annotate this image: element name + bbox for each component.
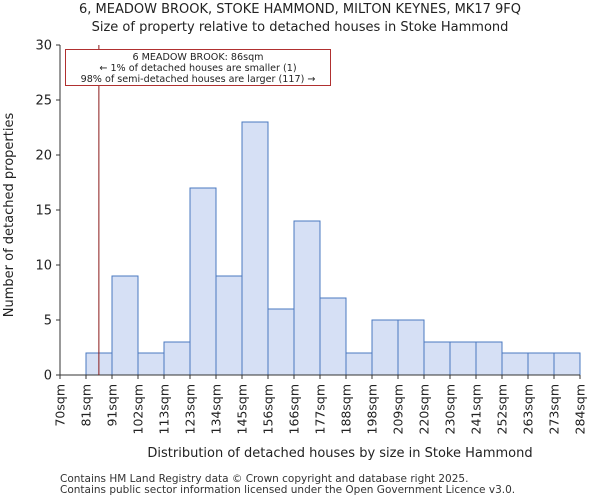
x-tick-label-230sqm: 230sqm [443, 384, 458, 434]
y-tick-label-5: 5 [44, 314, 52, 329]
x-tick-label-91sqm: 91sqm [105, 384, 120, 427]
x-tick-label-273sqm: 273sqm [547, 384, 562, 434]
bar-177sqm [319, 297, 347, 376]
x-tick-label-177sqm: 177sqm [313, 384, 328, 434]
chart-title-line1: 6, MEADOW BROOK, STOKE HAMMOND, MILTON K… [79, 2, 521, 17]
y-axis-label: Number of detached properties [2, 113, 17, 318]
x-tick-label-209sqm: 209sqm [391, 384, 406, 434]
x-tick-label-220sqm: 220sqm [417, 384, 432, 434]
x-tick-label-102sqm: 102sqm [131, 384, 146, 434]
bar-220sqm [423, 341, 451, 376]
bar-209sqm [397, 319, 425, 376]
y-tick-label-25: 25 [35, 94, 52, 109]
annotation-line1: 6 MEADOW BROOK: 86sqm [132, 52, 264, 63]
x-tick-label-166sqm: 166sqm [287, 384, 302, 434]
y-tick-label-15: 15 [35, 204, 52, 219]
bar-102sqm [137, 352, 165, 376]
bar-134sqm [215, 275, 243, 376]
y-tick-label-0: 0 [44, 369, 52, 384]
x-tick-label-70sqm: 70sqm [53, 384, 68, 427]
bar-156sqm [267, 308, 295, 376]
bar-273sqm [553, 352, 581, 376]
y-tick-label-30: 30 [35, 39, 52, 54]
y-tick-label-10: 10 [35, 259, 52, 274]
x-axis-label: Distribution of detached houses by size … [147, 446, 532, 461]
bar-252sqm [501, 352, 529, 376]
x-tick-label-156sqm: 156sqm [261, 384, 276, 434]
bar-230sqm [449, 341, 477, 376]
footer-line2: Contains public sector information licen… [60, 484, 516, 496]
bar-198sqm [371, 319, 399, 376]
annotation-box: 6 MEADOW BROOK: 86sqm ← 1% of detached h… [65, 49, 331, 86]
x-tick-label-188sqm: 188sqm [339, 384, 354, 434]
bar-241sqm [475, 341, 503, 376]
x-tick-label-81sqm: 81sqm [79, 384, 94, 427]
annotation-line3: 98% of semi-detached houses are larger (… [80, 74, 316, 85]
y-tick-label-20: 20 [35, 149, 52, 164]
x-tick-label-113sqm: 113sqm [157, 384, 172, 434]
x-tick-label-241sqm: 241sqm [469, 384, 484, 434]
x-tick-label-263sqm: 263sqm [521, 384, 536, 434]
x-tick-label-252sqm: 252sqm [495, 384, 510, 434]
annotation-line2: ← 1% of detached houses are smaller (1) [99, 63, 297, 74]
x-tick-label-284sqm: 284sqm [573, 384, 588, 434]
bar-145sqm [241, 121, 269, 376]
bar-113sqm [163, 341, 191, 376]
footer-line1: Contains HM Land Registry data © Crown c… [60, 473, 469, 485]
bar-188sqm [345, 352, 373, 376]
x-tick-label-198sqm: 198sqm [365, 384, 380, 434]
bar-263sqm [527, 352, 555, 376]
bar-123sqm [189, 187, 217, 376]
x-tick-label-123sqm: 123sqm [183, 384, 198, 434]
x-tick-label-145sqm: 145sqm [235, 384, 250, 434]
bar-91sqm [111, 275, 139, 376]
bar-166sqm [293, 220, 321, 376]
chart-title-line2: Size of property relative to detached ho… [91, 20, 509, 35]
x-tick-label-134sqm: 134sqm [209, 384, 224, 434]
